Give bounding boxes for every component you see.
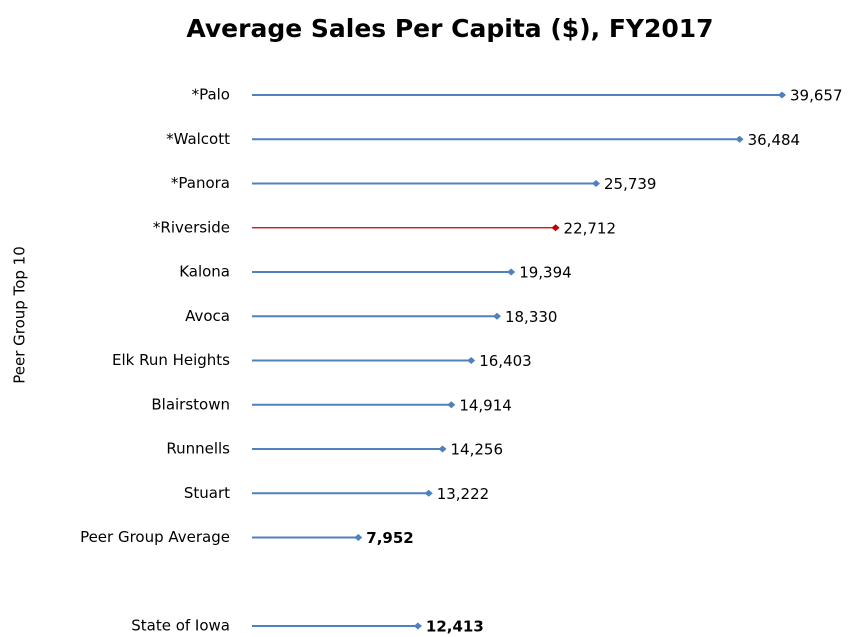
category-label: Kalona (179, 263, 230, 281)
y-axis-label: Peer Group Top 10 (11, 246, 29, 384)
category-label: Elk Run Heights (112, 351, 230, 369)
bar-marker (424, 489, 433, 497)
bar-marker (551, 224, 560, 232)
bar-marker (447, 401, 456, 409)
category-label: *Walcott (166, 130, 230, 148)
value-label: 18,330 (505, 308, 558, 326)
bar-marker (735, 135, 744, 143)
category-label: *Riverside (153, 218, 230, 236)
bar-marker (492, 312, 501, 320)
category-label: *Panora (171, 174, 230, 192)
bar-marker (507, 268, 516, 276)
bar-marker (413, 622, 422, 630)
value-label: 7,952 (366, 529, 413, 547)
value-label: 16,403 (479, 352, 532, 370)
value-label: 12,413 (426, 618, 484, 636)
value-label: 22,712 (564, 219, 617, 237)
bar-marker (591, 180, 600, 187)
bar-marker (438, 445, 447, 453)
category-label: Peer Group Average (80, 528, 230, 546)
value-label: 14,914 (459, 396, 512, 414)
category-label: Runnells (166, 440, 230, 458)
category-label: *Palo (192, 86, 230, 104)
value-label: 13,222 (437, 485, 490, 503)
bar-marker (467, 357, 476, 364)
category-label: Avoca (185, 307, 230, 325)
value-label: 39,657 (790, 87, 843, 105)
bar-marker (354, 534, 363, 541)
bar-marker (778, 91, 786, 99)
value-label: 25,739 (604, 175, 657, 193)
value-label: 14,256 (451, 441, 504, 459)
category-label: Blairstown (151, 395, 230, 413)
value-label: 36,484 (748, 131, 801, 149)
category-label: State of Iowa (131, 617, 230, 635)
value-label: 19,394 (519, 264, 572, 282)
chart-title: Average Sales Per Capita ($), FY2017 (186, 14, 713, 43)
category-label: Stuart (184, 484, 230, 502)
